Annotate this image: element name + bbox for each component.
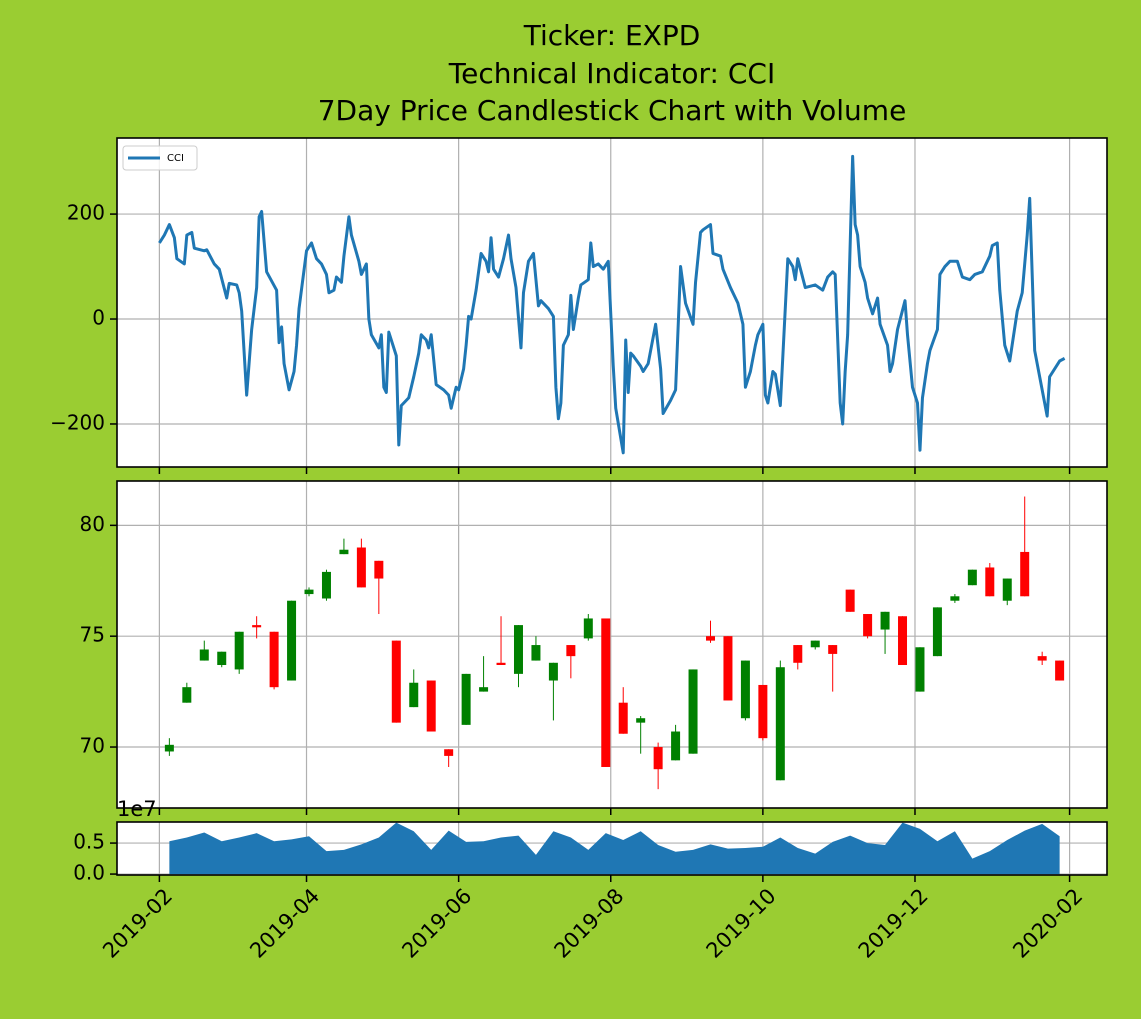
axes-frame bbox=[116, 821, 1108, 876]
candle-body bbox=[496, 662, 506, 666]
candle-body bbox=[531, 645, 541, 661]
candle-body bbox=[234, 631, 244, 670]
candle-body bbox=[1037, 656, 1047, 661]
candle-body bbox=[723, 636, 733, 701]
candle-body bbox=[426, 680, 436, 732]
candle-body bbox=[706, 636, 716, 641]
y-tick-label: 75 bbox=[80, 623, 105, 647]
y-tick-label: 0.0 bbox=[73, 861, 105, 885]
axes-background bbox=[117, 138, 1107, 467]
y-tick-label: 70 bbox=[80, 734, 105, 758]
title-line: Ticker: EXPD bbox=[523, 19, 701, 52]
y-tick-label: −200 bbox=[50, 410, 105, 434]
candle-body bbox=[1055, 660, 1065, 681]
y-tick-label: 200 bbox=[67, 201, 105, 225]
candle-body bbox=[461, 673, 471, 725]
plot-area bbox=[158, 154, 1066, 455]
candle-body bbox=[1020, 551, 1030, 597]
candle-body bbox=[688, 669, 698, 754]
offset-text: 1e7 bbox=[117, 797, 157, 821]
candle-body bbox=[967, 569, 977, 586]
candle-body bbox=[740, 660, 750, 719]
plot-area bbox=[169, 822, 1060, 875]
candle-body bbox=[479, 687, 489, 692]
candle-body bbox=[845, 589, 855, 612]
title-line: 7Day Price Candlestick Chart with Volume bbox=[318, 94, 907, 127]
candle-body bbox=[444, 749, 454, 756]
volume-area bbox=[169, 822, 1060, 875]
candle-body bbox=[513, 625, 523, 674]
candle-body bbox=[653, 747, 663, 770]
candle-body bbox=[985, 567, 995, 597]
candle-body bbox=[566, 645, 576, 657]
candle-body bbox=[863, 614, 873, 637]
candle-body bbox=[671, 731, 681, 761]
axes-frame bbox=[116, 480, 1108, 809]
candle-body bbox=[618, 702, 628, 734]
candle-body bbox=[583, 618, 593, 639]
y-tick-label: 0 bbox=[92, 306, 105, 330]
candle-body bbox=[601, 618, 611, 767]
candle-body bbox=[810, 640, 820, 648]
candle-body bbox=[182, 687, 192, 703]
candle-body bbox=[321, 571, 331, 599]
plot-area bbox=[164, 496, 1065, 790]
candle-body bbox=[304, 589, 314, 595]
candle-body bbox=[828, 645, 838, 654]
candle-body bbox=[548, 662, 558, 681]
candle-body bbox=[880, 611, 890, 630]
y-tick-label: 0.5 bbox=[73, 830, 105, 854]
candle-body bbox=[374, 560, 384, 579]
candle-body bbox=[391, 640, 401, 723]
candle-body bbox=[932, 607, 942, 657]
candle-body bbox=[217, 651, 227, 666]
candle-body bbox=[199, 649, 209, 661]
candle-body bbox=[793, 645, 803, 663]
candle-body bbox=[915, 647, 925, 692]
candle-body bbox=[775, 667, 785, 781]
legend: CCI bbox=[122, 145, 198, 171]
candle-body bbox=[1002, 578, 1012, 601]
legend-label: CCI bbox=[167, 153, 184, 164]
candle-body bbox=[950, 596, 960, 601]
candle-body bbox=[758, 684, 768, 739]
axes-frame bbox=[116, 137, 1108, 468]
title-line: Technical Indicator: CCI bbox=[448, 57, 775, 90]
y-tick-label: 80 bbox=[80, 512, 105, 536]
candle-body bbox=[636, 718, 646, 723]
candle-body bbox=[252, 625, 262, 628]
cci-line bbox=[158, 154, 1066, 455]
candle-body bbox=[287, 600, 297, 681]
candle-body bbox=[164, 744, 174, 752]
candle-body bbox=[269, 631, 279, 688]
candle-body bbox=[339, 549, 349, 555]
candle-body bbox=[898, 616, 908, 666]
candle-body bbox=[356, 547, 366, 588]
axes-background bbox=[117, 481, 1107, 808]
candle-body bbox=[409, 682, 419, 708]
